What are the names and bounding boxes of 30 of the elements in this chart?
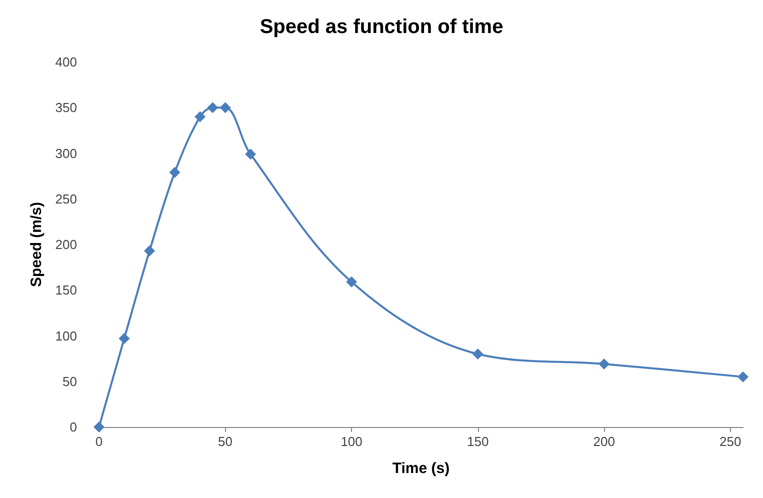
y-tick-label: 50: [62, 374, 77, 389]
point: [144, 245, 156, 256]
point: [738, 371, 748, 382]
x-tick-label: 0: [95, 434, 103, 449]
point: [94, 422, 104, 432]
y-tick-label: 150: [55, 282, 77, 298]
point: [169, 166, 180, 178]
point: [346, 276, 358, 288]
y-tick-label: 100: [55, 328, 77, 344]
chart-title: Speed as function of time: [260, 16, 504, 38]
y-tick-label: 0: [70, 420, 77, 434]
point: [118, 332, 130, 344]
y-axis-title: Speed (m/s): [28, 202, 45, 288]
y-tick-label: 200: [55, 237, 77, 252]
x-tick-label: 150: [466, 434, 489, 449]
point: [220, 102, 231, 114]
x-tick-label: 100: [340, 434, 362, 449]
x-tick-label: 200: [593, 434, 615, 449]
point: [207, 102, 218, 114]
y-tick-label: 300: [55, 146, 77, 161]
point: [598, 358, 610, 370]
x-tick-label: 50: [218, 434, 233, 449]
y-tick-label: 250: [55, 191, 77, 206]
y-tick-label: 350: [55, 100, 77, 116]
point: [472, 348, 484, 360]
x-tick-label: 250: [720, 434, 742, 449]
y-tick-label: 400: [55, 54, 77, 70]
x-axis-title: Time (s): [392, 460, 450, 477]
point: [245, 148, 256, 160]
point: [194, 111, 206, 122]
